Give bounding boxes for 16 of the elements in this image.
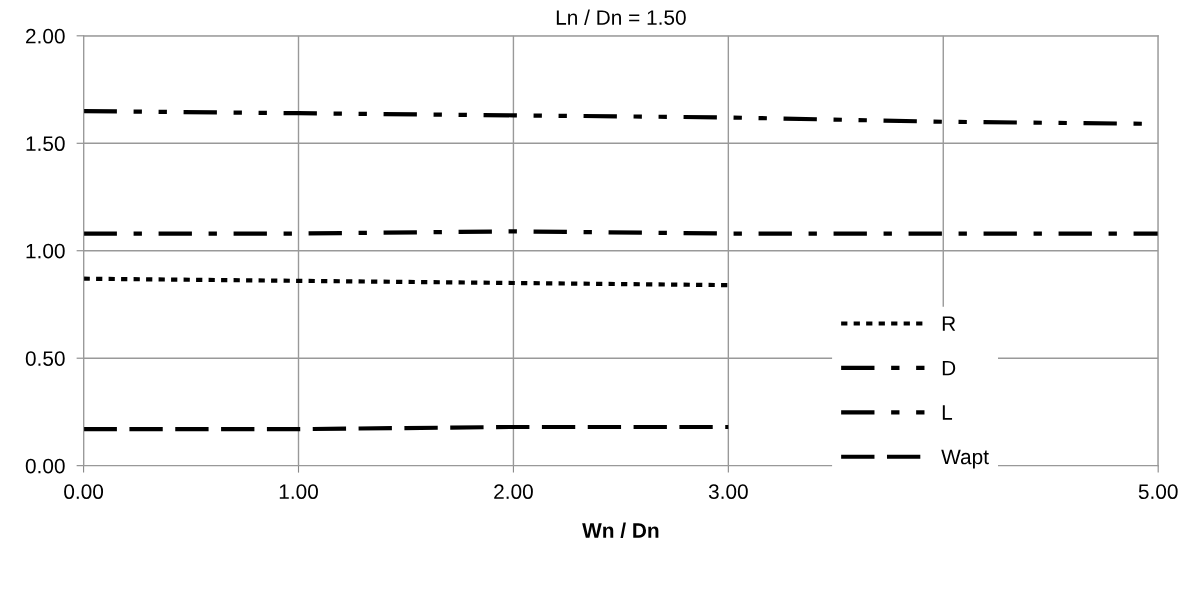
legend-label: L <box>942 405 953 420</box>
x-axis-title: Wn / Dn <box>582 522 659 539</box>
x-tick-label: 1.00 <box>279 484 318 500</box>
y-tick-label: 1.00 <box>26 243 65 259</box>
y-tick-label: 2.00 <box>26 28 65 44</box>
y-tick-label: 0.50 <box>25 351 65 366</box>
y-tick-label: 1.50 <box>26 136 65 152</box>
x-tick-label: 3.00 <box>708 484 748 500</box>
x-tick-label: 0.00 <box>64 484 104 500</box>
x-tick-label: 2.00 <box>494 484 533 500</box>
legend-label: Wapt <box>941 449 989 469</box>
x-tick-label: 5.00 <box>1138 484 1178 500</box>
legend-label: R <box>942 316 956 331</box>
legend-label: D <box>942 360 956 376</box>
y-tick-label: 0.00 <box>25 458 65 474</box>
chart-title: Ln / Dn = 1.50 <box>556 9 686 25</box>
